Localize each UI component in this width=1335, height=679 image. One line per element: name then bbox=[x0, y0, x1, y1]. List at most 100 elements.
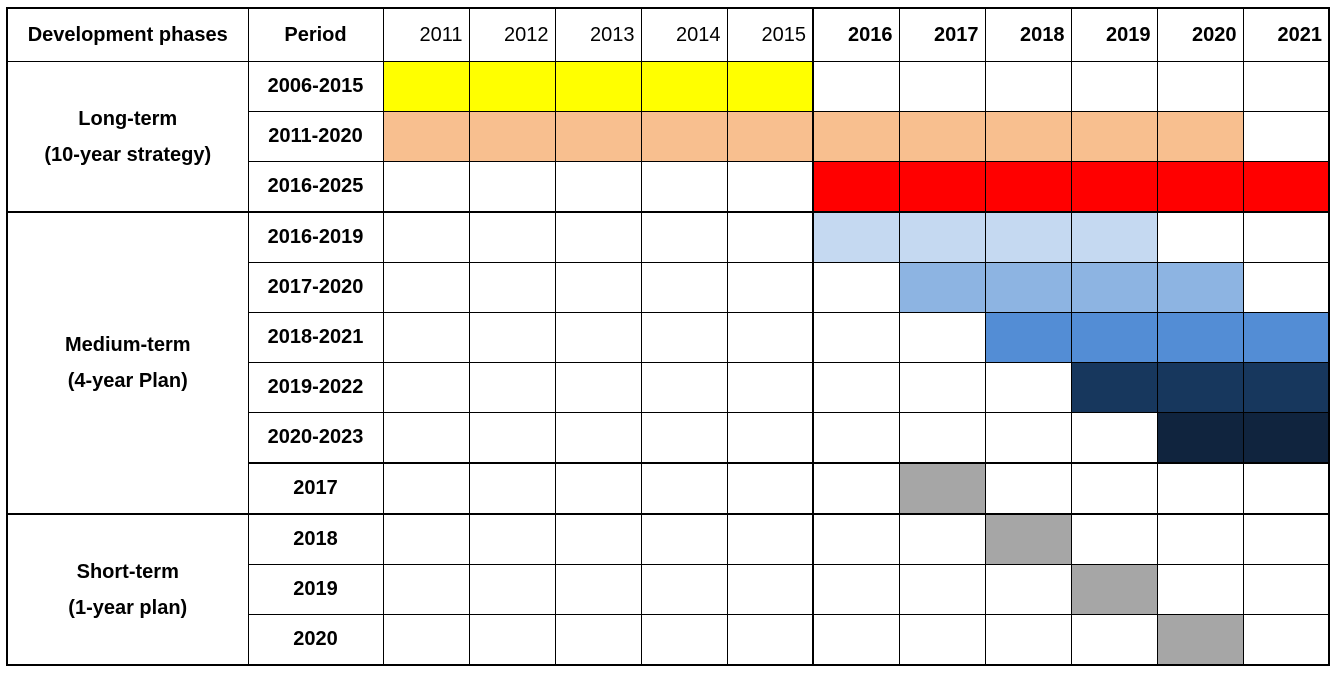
period-label: 2011-2020 bbox=[247, 111, 384, 162]
timeline-cell bbox=[468, 211, 556, 263]
timeline-cell bbox=[1242, 111, 1330, 162]
timeline-cell bbox=[726, 61, 814, 112]
timeline-cell bbox=[984, 462, 1072, 515]
timeline-cell bbox=[382, 614, 470, 666]
timeline-cell bbox=[640, 61, 728, 112]
timeline-cell bbox=[898, 211, 986, 263]
timeline-cell bbox=[812, 614, 900, 666]
plan-row: 2019 bbox=[7, 564, 1330, 615]
plan-row: 2019-2022 bbox=[7, 362, 1330, 413]
timeline-cell bbox=[812, 412, 900, 464]
timeline-cell bbox=[1156, 462, 1244, 515]
year-header: 2016 bbox=[812, 7, 900, 62]
timeline-cell bbox=[1242, 564, 1330, 615]
timeline-cell bbox=[1242, 362, 1330, 413]
timeline-cell bbox=[1070, 412, 1158, 464]
timeline-cell bbox=[554, 61, 642, 112]
timeline-cell bbox=[468, 412, 556, 464]
timeline-cell bbox=[468, 111, 556, 162]
timeline-cell bbox=[1242, 312, 1330, 363]
phase-label: Short-term (1-year plan) bbox=[6, 513, 249, 666]
timeline-cell bbox=[382, 262, 470, 313]
timeline-cell bbox=[726, 513, 814, 565]
timeline-cell bbox=[898, 462, 986, 515]
timeline-cell bbox=[554, 111, 642, 162]
timeline-cell bbox=[554, 564, 642, 615]
plan-row: 2020 bbox=[7, 614, 1330, 666]
timeline-cell bbox=[382, 161, 470, 213]
timeline-cell bbox=[984, 61, 1072, 112]
timeline-cell bbox=[726, 312, 814, 363]
timeline-cell bbox=[726, 362, 814, 413]
timeline-cell bbox=[984, 161, 1072, 213]
timeline-cell bbox=[382, 312, 470, 363]
timeline-cell bbox=[984, 412, 1072, 464]
timeline-cell bbox=[1070, 312, 1158, 363]
timeline-cell bbox=[382, 412, 470, 464]
period-label: 2019 bbox=[247, 564, 384, 615]
timeline-cell bbox=[468, 161, 556, 213]
year-header: 2017 bbox=[898, 7, 986, 62]
timeline-cell bbox=[554, 161, 642, 213]
timeline-cell bbox=[898, 111, 986, 162]
timeline-cell bbox=[1156, 513, 1244, 565]
timeline-cell bbox=[382, 513, 470, 565]
timeline-cell bbox=[898, 262, 986, 313]
timeline-cell bbox=[468, 262, 556, 313]
timeline-cell bbox=[640, 111, 728, 162]
timeline-cell bbox=[640, 362, 728, 413]
timeline-cell bbox=[382, 111, 470, 162]
timeline-cell bbox=[554, 362, 642, 413]
timeline-cell bbox=[468, 312, 556, 363]
timeline-cell bbox=[1070, 111, 1158, 162]
phase-label: Long-term (10-year strategy) bbox=[6, 61, 249, 213]
timeline-cell bbox=[812, 161, 900, 213]
timeline-cell bbox=[468, 513, 556, 565]
timeline-cell bbox=[726, 161, 814, 213]
timeline-cell bbox=[726, 211, 814, 263]
year-header: 2012 bbox=[468, 7, 556, 62]
period-label: 2017 bbox=[247, 462, 384, 515]
timeline-cell bbox=[468, 564, 556, 615]
timeline-cell bbox=[382, 462, 470, 515]
timeline-cell bbox=[554, 211, 642, 263]
timeline-cell bbox=[984, 312, 1072, 363]
period-label: 2016-2025 bbox=[247, 161, 384, 213]
timeline-cell bbox=[1156, 614, 1244, 666]
timeline-cell bbox=[726, 564, 814, 615]
timeline-cell bbox=[812, 211, 900, 263]
timeline-cell bbox=[1070, 262, 1158, 313]
timeline-cell bbox=[812, 513, 900, 565]
timeline-cell bbox=[898, 161, 986, 213]
header-period: Period bbox=[247, 7, 384, 62]
timeline-cell bbox=[984, 614, 1072, 666]
timeline-cell bbox=[640, 513, 728, 565]
timeline-cell bbox=[984, 513, 1072, 565]
plan-row: 2016-2025 bbox=[7, 161, 1330, 213]
period-label: 2006-2015 bbox=[247, 61, 384, 112]
timeline-cell bbox=[382, 211, 470, 263]
period-label: 2016-2019 bbox=[247, 211, 384, 263]
timeline-cell bbox=[382, 61, 470, 112]
timeline-cell bbox=[468, 462, 556, 515]
timeline-cell bbox=[468, 362, 556, 413]
timeline-cell bbox=[726, 111, 814, 162]
timeline-cell bbox=[382, 564, 470, 615]
timeline-cell bbox=[554, 262, 642, 313]
plan-row: 2020-2023 bbox=[7, 412, 1330, 464]
phase-label-line: (1-year plan) bbox=[68, 596, 188, 619]
year-header: 2019 bbox=[1070, 7, 1158, 62]
timeline-cell bbox=[726, 262, 814, 313]
timeline-cell bbox=[898, 513, 986, 565]
timeline-cell bbox=[898, 362, 986, 413]
timeline-cell bbox=[1070, 211, 1158, 263]
timeline-cell bbox=[812, 61, 900, 112]
timeline-cell bbox=[1156, 312, 1244, 363]
timeline-cell bbox=[1242, 412, 1330, 464]
plan-row: Long-term (10-year strategy) 2006-2015 bbox=[6, 61, 1330, 213]
timeline-cell bbox=[1070, 513, 1158, 565]
timeline-cell bbox=[1070, 161, 1158, 213]
period-label: 2018-2021 bbox=[247, 312, 384, 363]
timeline-cell bbox=[898, 614, 986, 666]
